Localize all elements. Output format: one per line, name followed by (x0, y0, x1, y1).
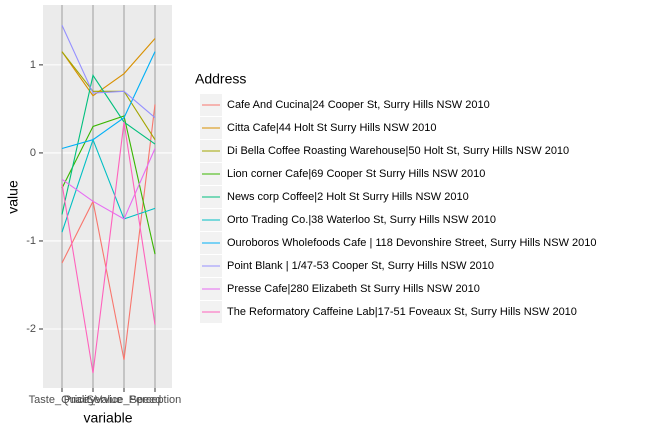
x-axis-title: variable (83, 410, 132, 426)
x-tick-label: Service_Speed (87, 394, 162, 406)
legend-label: Di Bella Coffee Roasting Warehouse|50 Ho… (227, 145, 569, 157)
series-line (61, 74, 156, 215)
y-tick-label: 1 (30, 59, 36, 71)
y-tick-label: -2 (26, 323, 36, 335)
y-axis-title: value (5, 180, 21, 214)
legend-label: Orto Trading Co.|38 Waterloo St, Surry H… (227, 214, 496, 226)
y-tick-label: -1 (26, 235, 36, 247)
x-tick-label: Price_Value (64, 394, 123, 406)
series-line (61, 138, 156, 233)
series-line (61, 38, 156, 97)
legend-label: Lion corner Cafe|69 Cooper St Surry Hill… (227, 168, 485, 180)
series-line (61, 148, 156, 220)
legend-label: Presse Cafe|280 Elizabeth St Surry Hills… (227, 283, 480, 295)
legend-label: Cafe And Cucina|24 Cooper St, Surry Hill… (227, 99, 490, 111)
series-line (61, 122, 156, 374)
series-line (61, 25, 156, 119)
legend-label: News corp Coffee|2 Holt St Surry Hills N… (227, 191, 469, 203)
y-tick-label: 0 (30, 147, 36, 159)
series-line (61, 104, 156, 360)
legend-label: Point Blank | 1/47-53 Cooper St, Surry H… (227, 260, 494, 272)
x-tick-label: Perception (129, 394, 182, 406)
legend-title: Address (195, 71, 246, 87)
series-line (61, 51, 156, 150)
legend-label: Citta Cafe|44 Holt St Surry Hills NSW 20… (227, 122, 436, 134)
series-line (61, 51, 156, 141)
legend-label: The Reformatory Caffeine Lab|17-51 Fovea… (227, 306, 577, 318)
legend-label: Ouroboros Wholefoods Cafe | 118 Devonshi… (227, 237, 596, 249)
x-tick-label: Taste_Quality (29, 394, 96, 406)
